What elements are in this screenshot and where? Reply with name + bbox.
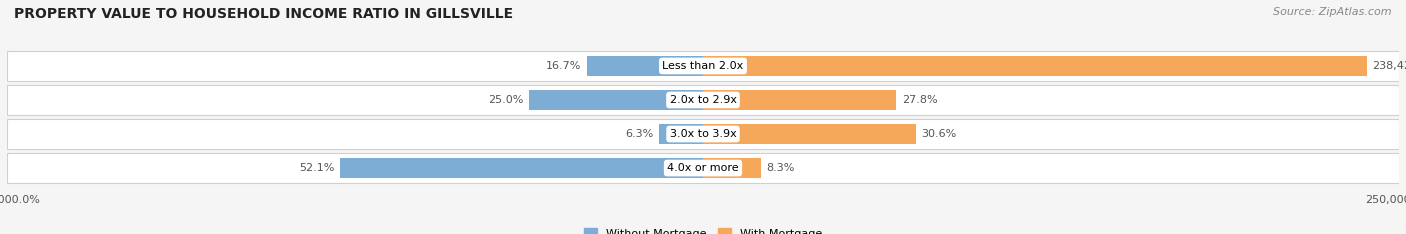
Text: 27.8%: 27.8% (903, 95, 938, 105)
Bar (340, 158, 703, 178)
Text: 2.0x to 2.9x: 2.0x to 2.9x (669, 95, 737, 105)
Text: Source: ZipAtlas.com: Source: ZipAtlas.com (1274, 7, 1392, 17)
Text: 25.0%: 25.0% (488, 95, 523, 105)
Legend: Without Mortgage, With Mortgage: Without Mortgage, With Mortgage (579, 224, 827, 234)
Text: 3.0x to 3.9x: 3.0x to 3.9x (669, 129, 737, 139)
Bar (703, 124, 915, 144)
Bar (7, 85, 1399, 115)
Bar (7, 153, 1399, 183)
Bar (7, 51, 1399, 81)
Text: 4.0x or more: 4.0x or more (668, 163, 738, 173)
Bar (659, 124, 703, 144)
Text: 8.3%: 8.3% (766, 163, 794, 173)
Bar (7, 119, 1399, 149)
Text: 30.6%: 30.6% (921, 129, 957, 139)
Bar (703, 90, 897, 110)
Bar (586, 56, 703, 76)
Bar (703, 158, 761, 178)
Text: 16.7%: 16.7% (546, 61, 581, 71)
Text: PROPERTY VALUE TO HOUSEHOLD INCOME RATIO IN GILLSVILLE: PROPERTY VALUE TO HOUSEHOLD INCOME RATIO… (14, 7, 513, 21)
Text: 6.3%: 6.3% (626, 129, 654, 139)
Bar (703, 56, 1367, 76)
Text: Less than 2.0x: Less than 2.0x (662, 61, 744, 71)
Text: 238,425.0%: 238,425.0% (1372, 61, 1406, 71)
Bar (529, 90, 703, 110)
Text: 52.1%: 52.1% (299, 163, 335, 173)
